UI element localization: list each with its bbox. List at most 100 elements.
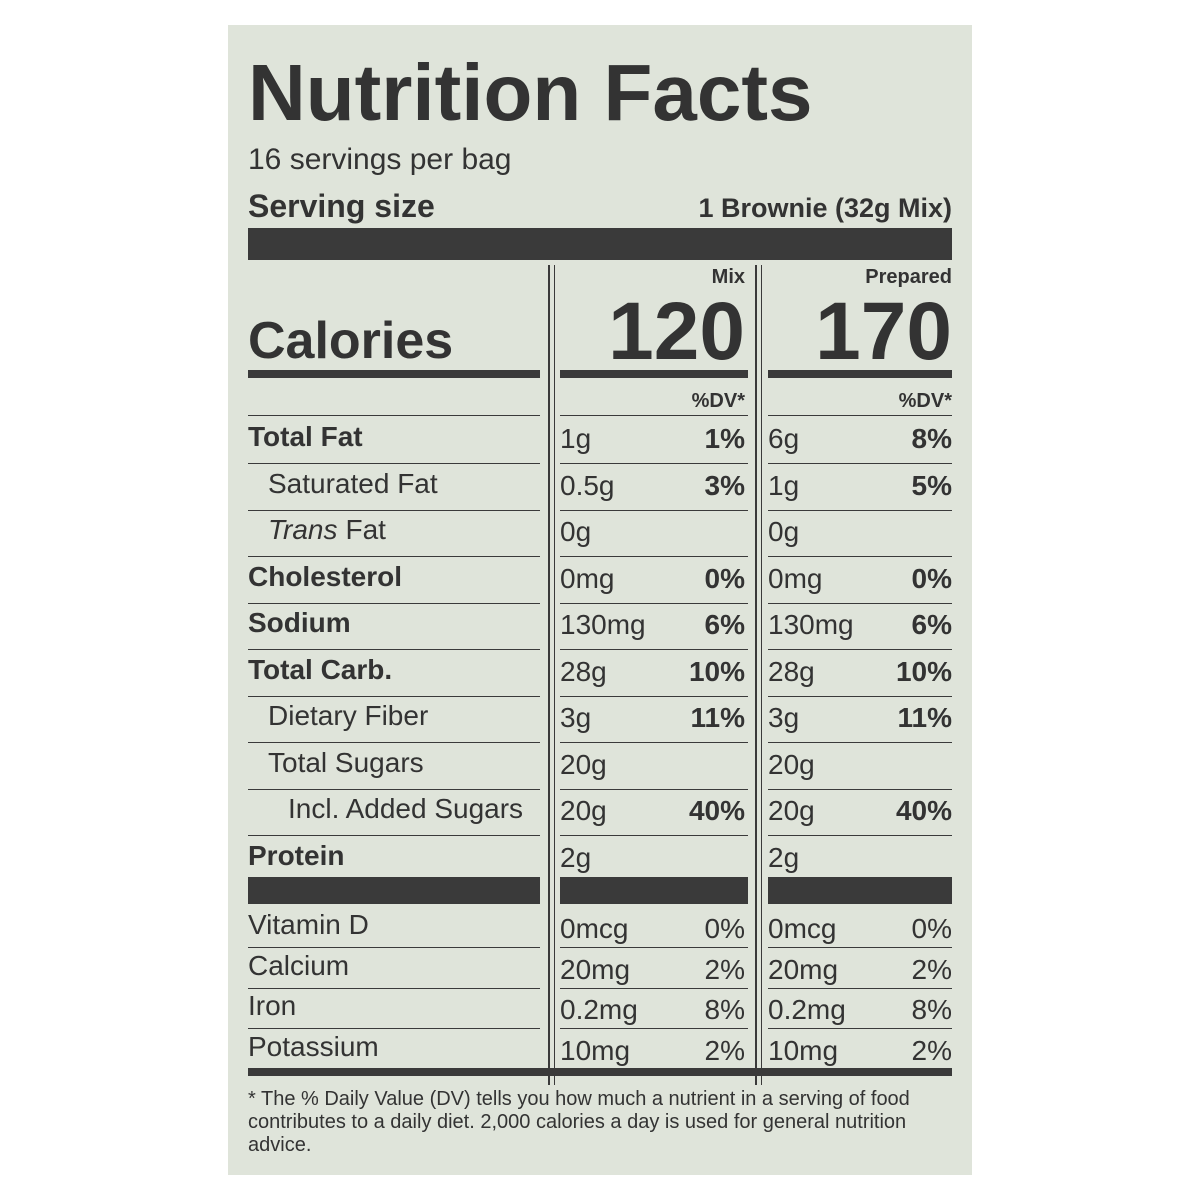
amount: 20g: [560, 748, 607, 780]
amount: 6g: [768, 423, 800, 454]
dv-header: %DV*: [898, 390, 952, 412]
amount: 3g: [768, 702, 800, 733]
daily-value: 2%: [911, 1034, 952, 1066]
amount: 0mcg: [560, 913, 629, 944]
amount: 2g: [768, 841, 800, 873]
row-rule: [768, 415, 952, 416]
daily-value: 6%: [911, 609, 952, 640]
name-text: Dietary Fiber: [268, 700, 429, 731]
rule: [248, 370, 540, 378]
servings: 16 servings per bag: [248, 143, 512, 176]
amount: 1g: [768, 469, 800, 501]
thick-rule: [768, 877, 952, 904]
amount: 28g: [560, 655, 607, 687]
rule: [248, 1068, 952, 1076]
calories-value: 170: [815, 286, 952, 377]
row-rule: [248, 742, 540, 743]
nutrient-name: Trans Fat: [268, 516, 386, 544]
amount: 20g: [768, 795, 815, 826]
serving-size-label: Serving size: [248, 188, 435, 224]
daily-value: 1%: [704, 423, 745, 454]
daily-value: 11%: [897, 702, 953, 733]
name-text: Fat: [345, 514, 386, 545]
nutrition-label: Nutrition Facts 16 servings per bag Serv…: [228, 25, 972, 1175]
row-rule: [768, 742, 952, 743]
column-divider: [755, 265, 757, 1085]
column-divider: [548, 265, 550, 1085]
daily-value: 2%: [911, 953, 952, 985]
amount: 3g: [560, 702, 592, 733]
row-rule: [768, 463, 952, 464]
amount: 0g: [768, 516, 800, 547]
amount: 0mg: [560, 562, 615, 594]
row-rule: [560, 788, 748, 790]
name-text: Total Fat: [248, 421, 363, 452]
daily-value: 10%: [688, 655, 745, 687]
column-header: Prepared: [865, 266, 952, 288]
footnote: * The % Daily Value (DV) tells you how m…: [248, 1088, 910, 1156]
row-rule: [768, 509, 952, 511]
daily-value: 10%: [895, 655, 952, 687]
nutrient-name: Dietary Fiber: [268, 702, 428, 730]
row-rule: [248, 835, 540, 836]
amount: 0mg: [768, 562, 823, 594]
daily-value: 3%: [704, 469, 745, 501]
row-rule: [768, 695, 952, 697]
column-divider: [761, 265, 762, 1085]
row-rule: [560, 695, 748, 697]
name-text: Total Sugars: [268, 746, 424, 778]
daily-value: 40%: [895, 795, 952, 826]
row-rule: [248, 1028, 540, 1029]
rule: [560, 370, 748, 378]
amount: 0g: [560, 516, 592, 547]
daily-value: 0%: [704, 562, 745, 594]
daily-value: 2%: [704, 953, 745, 985]
row-rule: [560, 556, 748, 557]
row-rule: [248, 463, 540, 464]
row-rule: [560, 987, 748, 989]
row-rule: [248, 788, 540, 790]
row-rule: [768, 835, 952, 836]
amount: 2g: [560, 841, 592, 873]
daily-value: 2%: [704, 1034, 745, 1066]
daily-value: 8%: [911, 423, 952, 454]
row-rule: [768, 1028, 952, 1029]
row-rule: [560, 602, 748, 604]
row-rule: [768, 987, 952, 989]
amount: 20g: [768, 748, 815, 780]
italic-prefix: Trans: [268, 514, 338, 545]
dv-header: %DV*: [691, 390, 745, 412]
row-rule: [560, 415, 748, 416]
calories-label: Calories: [248, 312, 454, 370]
daily-value: 5%: [911, 469, 952, 501]
rule: [768, 370, 952, 378]
vitamin-name: Vitamin D: [248, 909, 369, 940]
amount: 10mg: [768, 1034, 839, 1066]
row-rule: [248, 987, 540, 989]
row-rule: [560, 1028, 748, 1029]
daily-value: 40%: [688, 795, 745, 826]
amount: 20g: [560, 795, 607, 826]
thick-rule: [560, 877, 748, 904]
calories-value: 120: [608, 286, 745, 377]
row-rule: [560, 947, 748, 948]
amount: 1g: [560, 423, 592, 454]
row-rule: [248, 602, 540, 604]
nutrient-name: Sodium: [248, 609, 351, 637]
row-rule: [248, 509, 540, 511]
row-rule: [248, 556, 540, 557]
amount: 0.2mg: [768, 994, 846, 1025]
nutrient-name: Cholesterol: [248, 562, 402, 591]
title: Nutrition Facts: [248, 48, 813, 137]
nutrient-name: Total Carb.: [248, 655, 392, 684]
daily-value: 8%: [911, 994, 952, 1025]
name-text: Protein: [248, 839, 345, 871]
vitamin-name: Iron: [248, 990, 297, 1021]
row-rule: [768, 602, 952, 604]
column-divider: [554, 265, 555, 1085]
vitamin-name: Calcium: [248, 949, 350, 981]
nutrient-name: Saturated Fat: [268, 469, 438, 498]
nutrient-name: Total Fat: [248, 423, 363, 451]
thick-rule: [248, 877, 540, 904]
